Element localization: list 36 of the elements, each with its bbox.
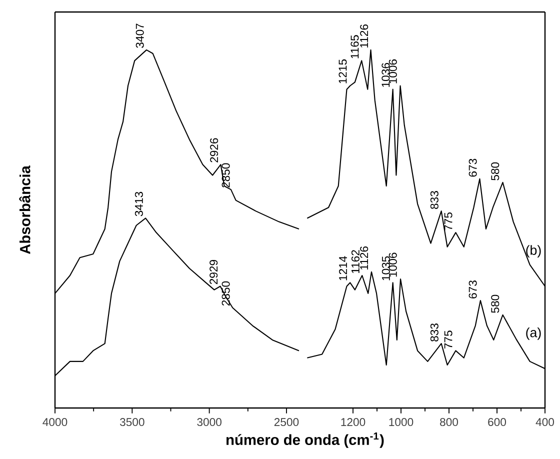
annotation: 3407 [136, 24, 144, 48]
annotation: 775 [444, 212, 452, 230]
x-tick-label: 3500 [120, 418, 144, 426]
x-axis-title: número de onda (cm$^{-1}$) [226, 432, 384, 448]
series-label: (b) [526, 245, 541, 258]
annotation: 580 [491, 294, 500, 313]
x-tick-label: 1200 [341, 418, 366, 426]
x-tick-label: 4000 [42, 418, 68, 426]
annotation: 1165 [350, 35, 359, 58]
annotation: 673 [468, 280, 477, 298]
annotation: 2929 [210, 260, 218, 284]
annotation: 833 [430, 191, 438, 209]
x-tick-label: 400 [536, 418, 554, 426]
annotation: 1215 [338, 59, 347, 84]
annotation: 1214 [339, 256, 347, 280]
annotation: 775 [444, 330, 452, 349]
annotation: 1162 [351, 250, 360, 274]
annotation: 2926 [210, 138, 218, 162]
annotation: 1126 [360, 24, 368, 48]
x-tick-label: 2500 [274, 418, 299, 426]
annotation: 1036 [382, 63, 390, 87]
x-tick-label: 800 [440, 418, 458, 426]
x-tick-label: 600 [488, 418, 506, 426]
annotation: 1006 [388, 252, 397, 277]
annotation: 833 [430, 324, 438, 342]
annotation: 1006 [388, 59, 397, 84]
annotation: 1035 [382, 256, 390, 280]
annotation: 1126 [360, 246, 368, 270]
annotation: 2850 [222, 163, 230, 188]
x-tick-label: 3000 [197, 418, 222, 426]
y-axis-title: Absorbância [19, 165, 30, 254]
x-tick-label: 1000 [389, 418, 414, 426]
annotation: 580 [491, 162, 500, 180]
annotation: 3413 [134, 192, 143, 216]
annotation: 673 [468, 158, 477, 177]
series-label: (a) [526, 327, 541, 340]
